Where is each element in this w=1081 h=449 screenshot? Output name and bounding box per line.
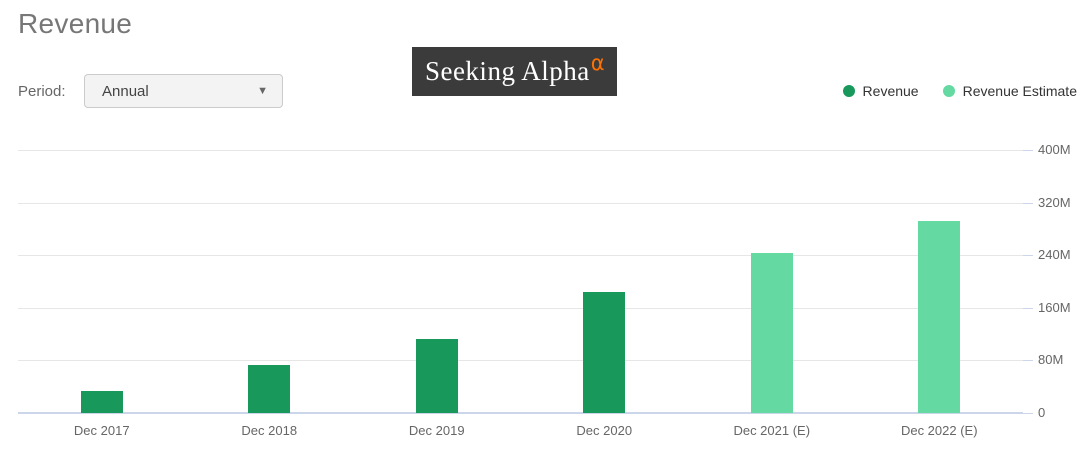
- page-title: Revenue: [18, 8, 133, 39]
- y-axis-label: 80M: [1038, 352, 1064, 368]
- x-axis-label: Dec 2021 (E): [733, 423, 811, 438]
- y-axis-tick: [1023, 150, 1033, 151]
- y-axis-label: 240M: [1038, 247, 1071, 263]
- gridline: [18, 360, 1023, 362]
- x-axis-label: Dec 2020: [576, 423, 633, 438]
- x-axis-label: Dec 2018: [241, 423, 298, 438]
- gridline: [18, 202, 1023, 204]
- period-select[interactable]: Annual ▼: [84, 74, 283, 108]
- legend-marker-icon: [942, 85, 955, 97]
- chart-legend: Revenue Revenue Estimate: [842, 83, 1077, 99]
- seeking-alpha-logo: Seeking Alpha α: [412, 47, 617, 96]
- bar-dec-2018[interactable]: [248, 365, 291, 413]
- period-selected-value: Annual: [102, 82, 149, 100]
- y-axis-tick: [1023, 255, 1033, 257]
- bar-dec-2020[interactable]: [583, 292, 626, 413]
- y-axis-tick: [1023, 307, 1033, 309]
- gridline: [18, 255, 1023, 257]
- y-axis-label: 320M: [1038, 194, 1071, 210]
- period-label: Period:: [18, 83, 66, 100]
- y-axis-label: 400M: [1038, 142, 1071, 157]
- gridline: [18, 150, 1023, 151]
- bar-dec-2021-e[interactable]: [750, 252, 793, 413]
- bar-dec-2022-e[interactable]: [918, 221, 961, 413]
- y-axis-label: 0: [1038, 405, 1046, 420]
- bar-dec-2019[interactable]: [415, 339, 458, 413]
- legend-item-label: Revenue Estimate: [962, 83, 1077, 99]
- x-axis-line: [18, 412, 1023, 414]
- alpha-icon: α: [590, 50, 606, 75]
- legend-marker-icon: [842, 85, 855, 97]
- y-axis-label: 160M: [1038, 299, 1071, 315]
- y-axis-tick: [1023, 202, 1033, 204]
- legend-item-revenue-estimate[interactable]: Revenue Estimate: [942, 83, 1077, 99]
- y-axis-tick: [1023, 360, 1033, 362]
- x-axis-label: Dec 2022 (E): [900, 423, 978, 438]
- logo-text: Seeking Alpha: [424, 56, 590, 86]
- x-axis-label: Dec 2019: [408, 423, 465, 438]
- legend-item-label: Revenue: [862, 83, 919, 99]
- x-axis-label: Dec 2017: [73, 423, 130, 438]
- gridline: [18, 307, 1023, 309]
- bar-dec-2017[interactable]: [80, 390, 123, 413]
- y-axis-tick: [1023, 413, 1033, 414]
- chevron-down-icon: ▼: [257, 85, 268, 97]
- legend-item-revenue[interactable]: Revenue: [842, 83, 919, 99]
